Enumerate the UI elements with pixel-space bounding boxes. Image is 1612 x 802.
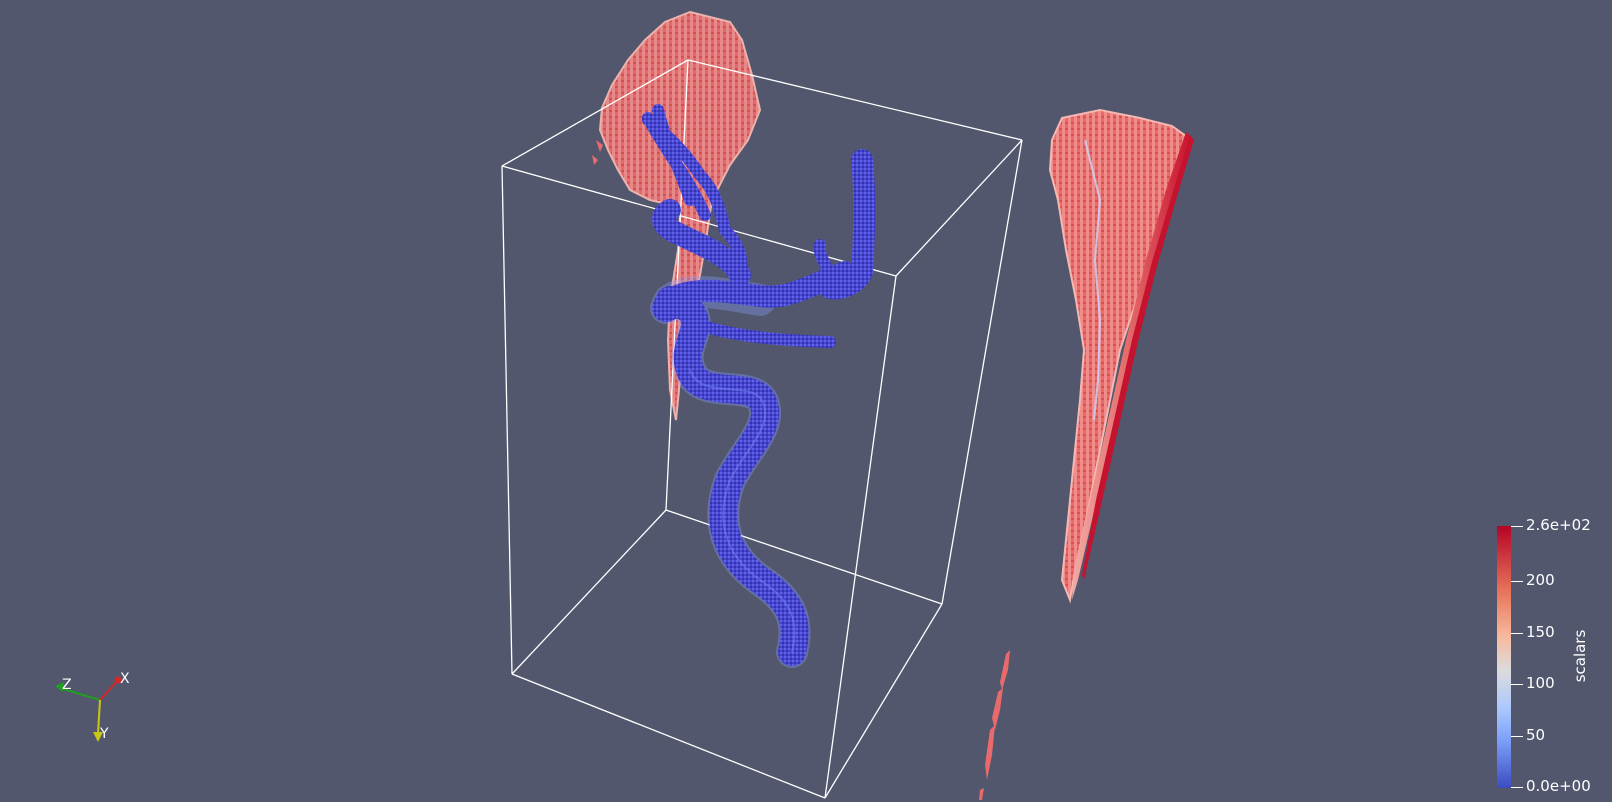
colorbar-tick xyxy=(1511,526,1523,527)
z-axis-line xyxy=(59,687,101,701)
colorbar-tick xyxy=(1511,736,1523,737)
bottom-slivers xyxy=(979,650,1010,800)
colorbar-tick xyxy=(1511,633,1523,634)
colorbar-tick-label: 50 xyxy=(1526,726,1546,744)
orientation-axes: X Z Y xyxy=(55,671,130,742)
scalar-colorbar: 2.6e+02 200 150 100 50 0.0e+00 xyxy=(1497,518,1591,794)
x-axis-label: X xyxy=(120,671,130,687)
colorbar-tick-label: 0.0e+00 xyxy=(1526,777,1591,795)
x-axis-tip xyxy=(114,676,122,684)
y-axis-label: Y xyxy=(99,726,109,742)
colorbar-tick-label: 2.6e+02 xyxy=(1526,516,1591,534)
colorbar-title: scalars xyxy=(1571,629,1589,683)
colorbar-tick xyxy=(1511,684,1523,685)
z-axis-tip xyxy=(55,682,64,692)
colorbar-tick-label: 150 xyxy=(1526,623,1555,641)
z-axis-label: Z xyxy=(62,677,72,693)
x-axis-line xyxy=(99,679,119,701)
colorbar-tick-label: 100 xyxy=(1526,674,1555,692)
vessel-surface xyxy=(642,104,876,668)
side-slice-volume xyxy=(1048,108,1194,604)
colorbar-tick xyxy=(1511,787,1523,788)
colorbar-tick xyxy=(1511,581,1523,582)
colorbar-gradient xyxy=(1497,526,1511,788)
y-axis-tip xyxy=(93,732,103,742)
colorbar-tick-label: 200 xyxy=(1526,571,1555,589)
y-axis-line xyxy=(97,699,101,735)
